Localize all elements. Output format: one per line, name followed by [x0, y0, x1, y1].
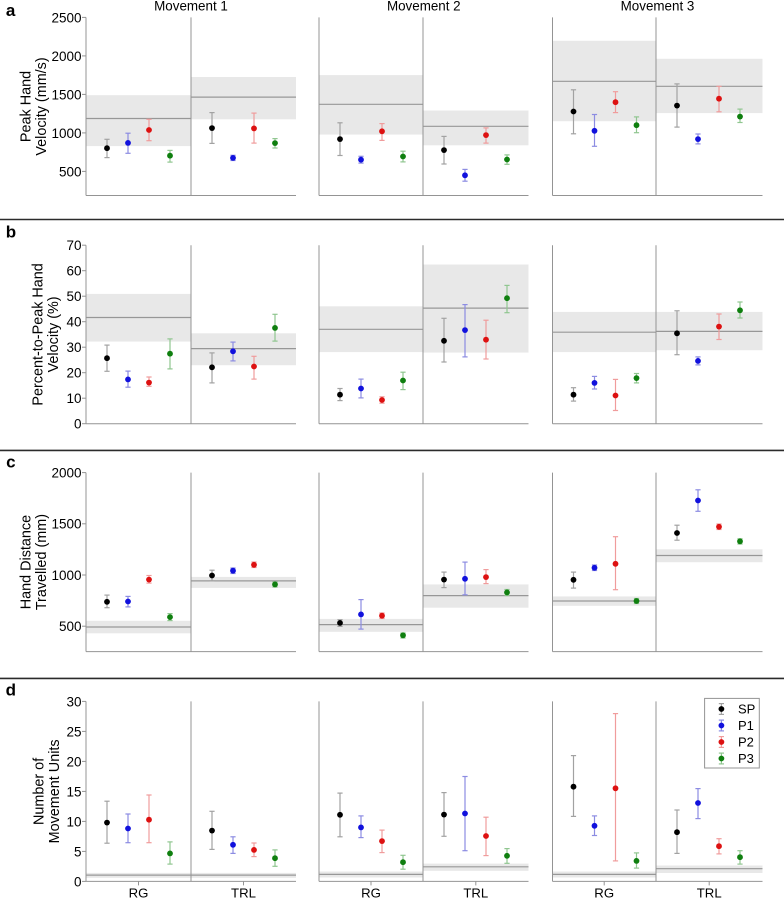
- svg-text:P1: P1: [738, 718, 754, 733]
- svg-text:Movement 3: Movement 3: [621, 0, 695, 14]
- svg-text:1000: 1000: [51, 568, 81, 583]
- svg-text:30: 30: [66, 340, 81, 355]
- svg-text:2000: 2000: [51, 49, 81, 64]
- svg-text:P3: P3: [738, 751, 754, 766]
- svg-text:0: 0: [74, 874, 82, 889]
- svg-text:Movement Units: Movement Units: [47, 739, 63, 843]
- svg-text:10: 10: [66, 814, 81, 829]
- svg-text:20: 20: [66, 754, 81, 769]
- svg-text:1000: 1000: [51, 126, 81, 141]
- svg-text:500: 500: [59, 619, 82, 634]
- svg-text:TRL: TRL: [463, 886, 488, 900]
- svg-text:15: 15: [66, 784, 81, 799]
- svg-text:RG: RG: [129, 886, 149, 900]
- svg-text:10: 10: [66, 391, 81, 406]
- svg-text:Hand Distance: Hand Distance: [19, 515, 35, 609]
- svg-text:50: 50: [66, 289, 81, 304]
- svg-text:40: 40: [66, 315, 81, 330]
- svg-text:2500: 2500: [51, 10, 81, 25]
- svg-text:TRL: TRL: [231, 886, 256, 900]
- svg-text:RG: RG: [594, 886, 614, 900]
- svg-text:Percent-to-Peak Hand: Percent-to-Peak Hand: [30, 263, 46, 405]
- svg-text:TRL: TRL: [697, 886, 722, 900]
- svg-text:b: b: [6, 223, 16, 242]
- svg-text:a: a: [6, 1, 16, 20]
- svg-text:1500: 1500: [51, 517, 81, 532]
- svg-text:Number of: Number of: [32, 757, 48, 825]
- svg-text:RG: RG: [361, 886, 381, 900]
- svg-text:P2: P2: [738, 735, 754, 750]
- svg-text:Movement 1: Movement 1: [154, 0, 228, 14]
- svg-text:Movement 2: Movement 2: [387, 0, 461, 14]
- svg-text:2000: 2000: [51, 466, 81, 481]
- svg-text:Velocity (%): Velocity (%): [46, 296, 62, 372]
- svg-text:60: 60: [66, 264, 81, 279]
- svg-text:Velocity (mm/s): Velocity (mm/s): [34, 57, 50, 155]
- svg-text:25: 25: [66, 724, 81, 739]
- svg-text:70: 70: [66, 238, 81, 253]
- svg-text:Peak Hand: Peak Hand: [19, 71, 35, 142]
- svg-text:Travelled (mm): Travelled (mm): [34, 514, 50, 610]
- svg-text:0: 0: [74, 417, 82, 432]
- svg-text:20: 20: [66, 366, 81, 381]
- svg-text:d: d: [6, 680, 16, 699]
- svg-text:30: 30: [66, 694, 81, 709]
- svg-text:5: 5: [74, 844, 82, 859]
- svg-text:500: 500: [59, 164, 82, 179]
- svg-text:1500: 1500: [51, 87, 81, 102]
- svg-text:SP: SP: [738, 702, 755, 717]
- svg-text:c: c: [6, 452, 15, 471]
